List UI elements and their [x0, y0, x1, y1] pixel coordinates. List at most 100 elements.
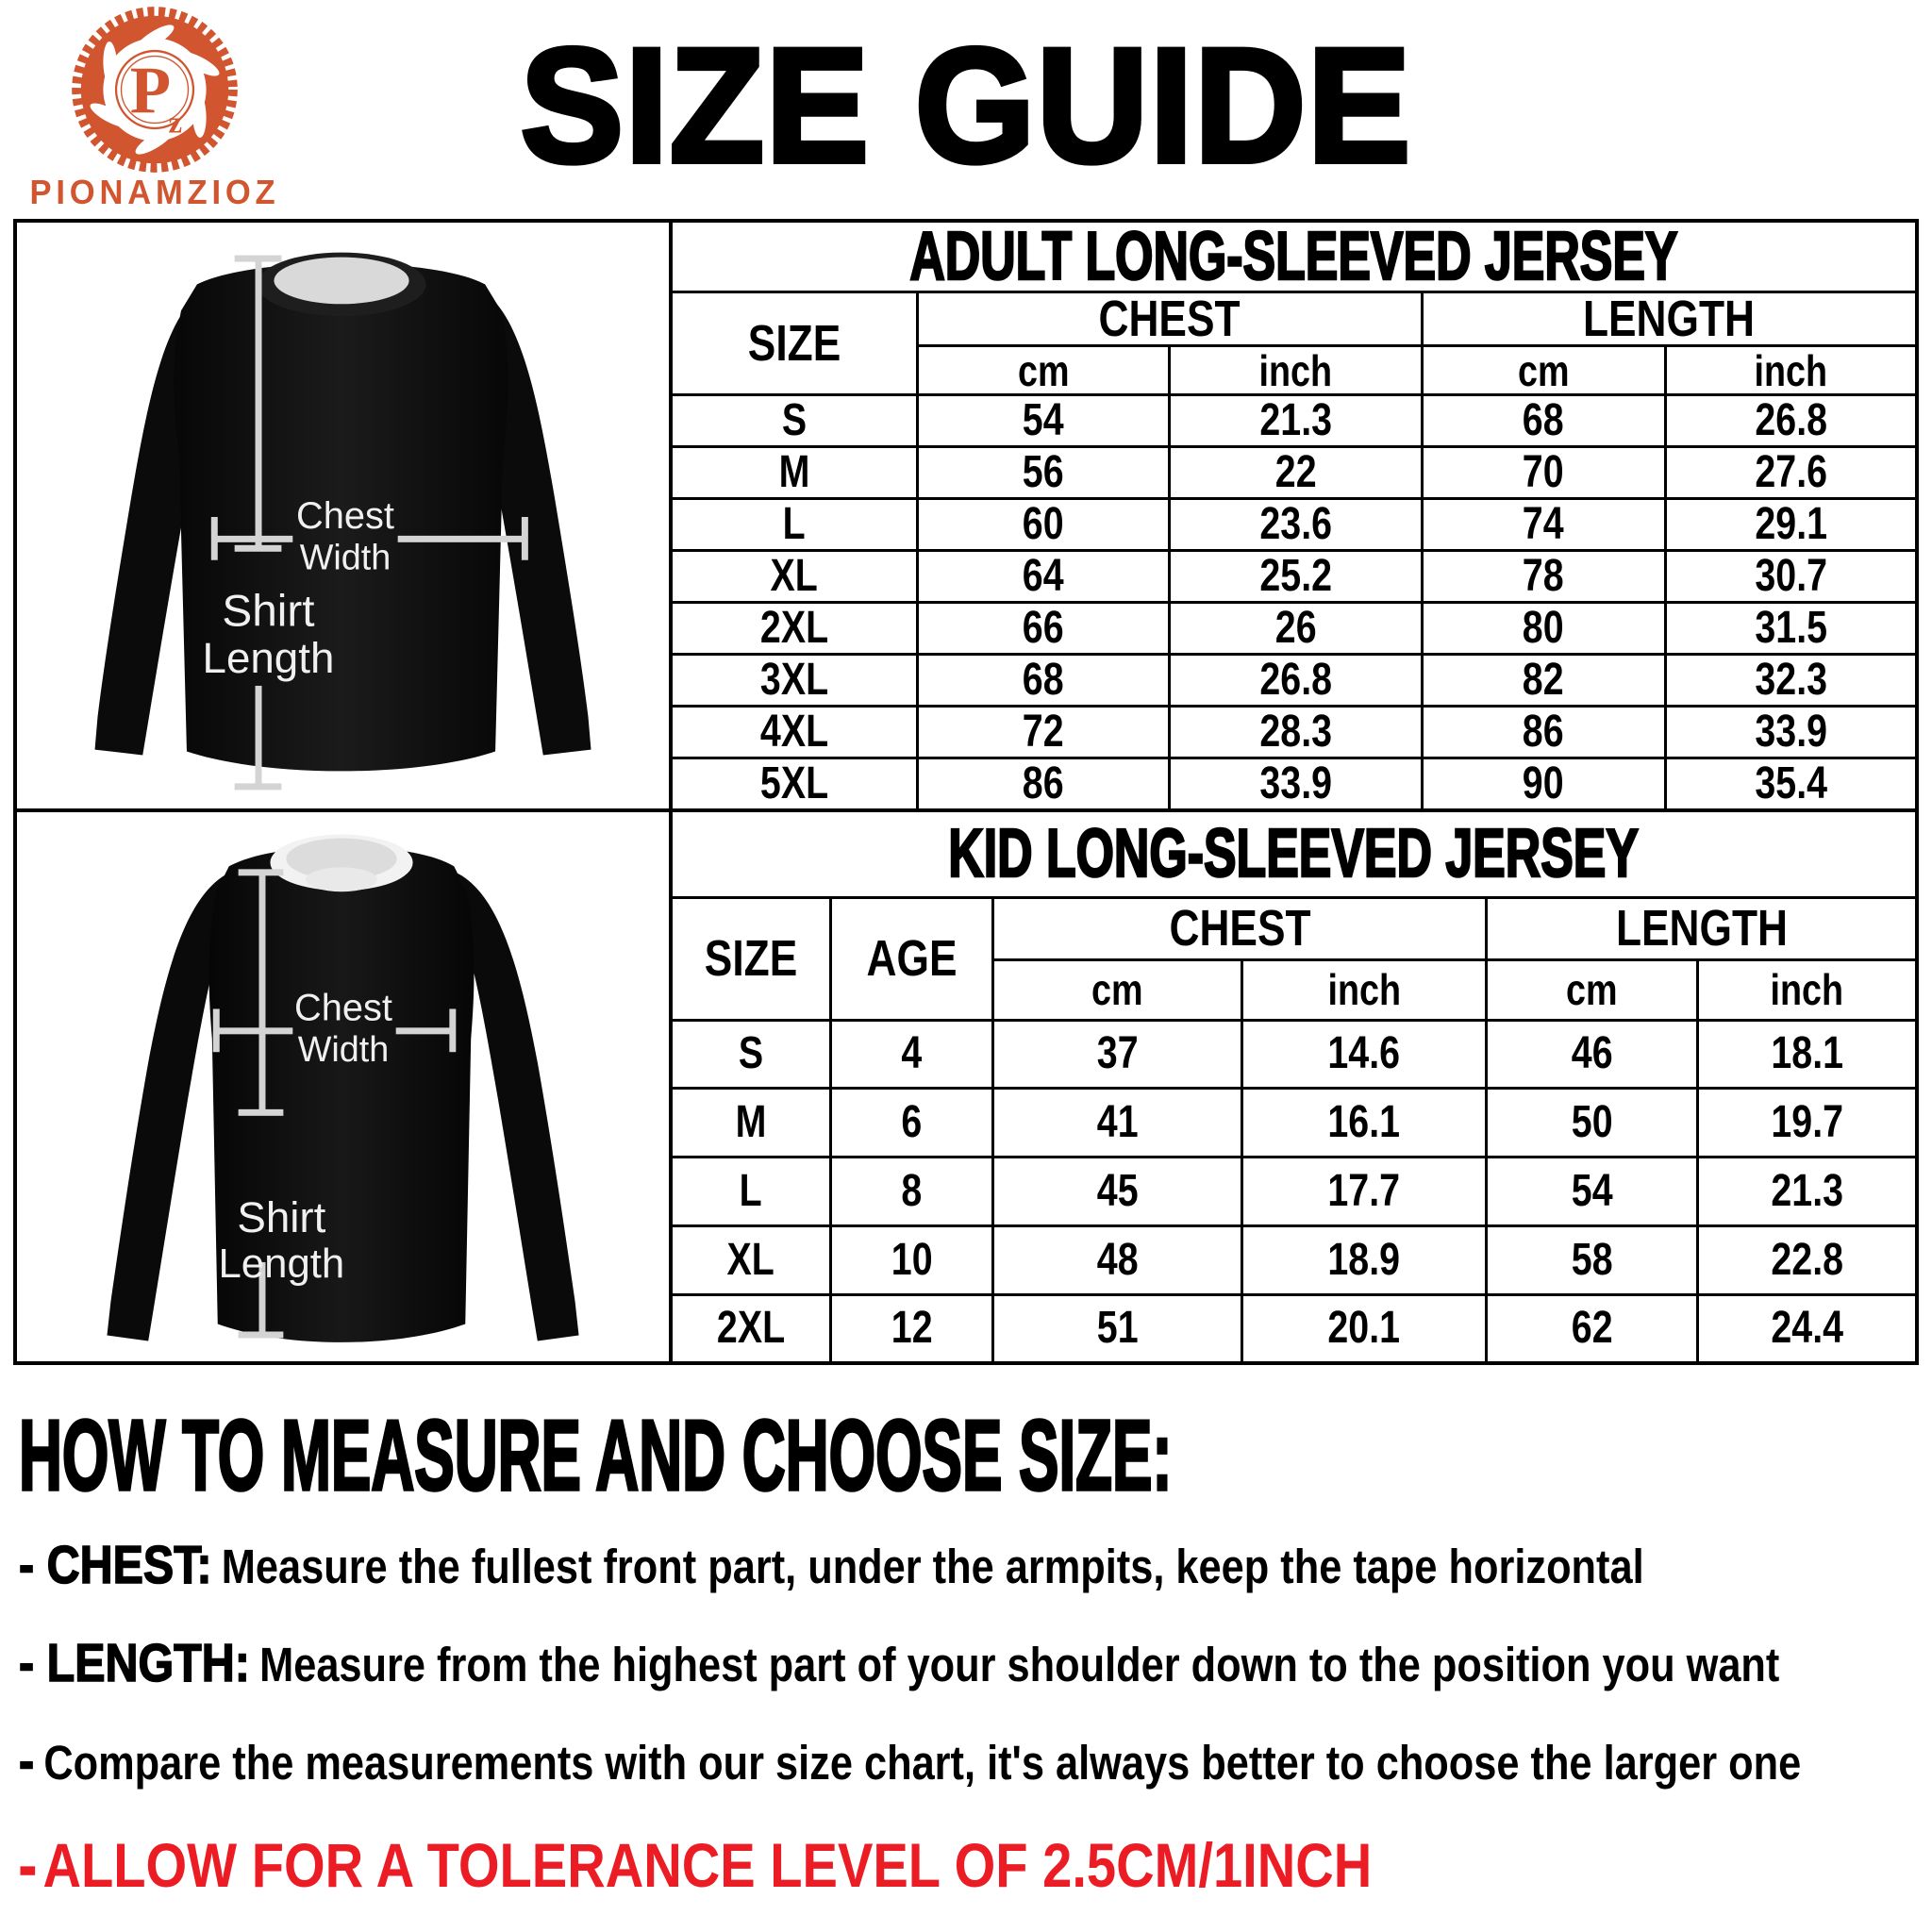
size-cell: XL — [673, 549, 919, 604]
chest-cm-cell: 51 — [991, 1292, 1243, 1361]
kid-shirt-icon: Chest Width Shirt Length — [107, 834, 579, 1342]
size-cell: S — [673, 393, 919, 448]
length-inch-cell: 35.4 — [1663, 757, 1915, 808]
kid-chest-inch-header: inch — [1240, 958, 1489, 1022]
adult-col-chest: CHEST — [915, 291, 1424, 347]
monogram-z: z — [169, 106, 183, 140]
length-inch-cell: 27.6 — [1663, 445, 1915, 500]
kid-table-title: KID LONG-SLEEVED JERSEY — [673, 812, 1915, 899]
size-cell: 3XL — [673, 653, 919, 708]
adult-shirt-icon: Chest Width Shirt Length — [94, 252, 591, 791]
chest-inch-cell: 16.1 — [1240, 1087, 1489, 1159]
chest-cm-cell: 72 — [915, 705, 1172, 759]
chest-inch-cell: 22 — [1168, 445, 1424, 500]
svg-text:Width: Width — [300, 539, 391, 578]
size-cell: M — [673, 445, 919, 500]
length-inch-cell: 22.8 — [1695, 1224, 1915, 1296]
length-cm-cell: 90 — [1420, 757, 1667, 808]
size-cell: M — [673, 1087, 832, 1159]
kid-col-age: AGE — [828, 895, 995, 1022]
chest-cm-cell: 68 — [915, 653, 1172, 708]
brand-logo: P z PIONAMZIOZ — [13, 4, 296, 209]
adult-measure-labels: Chest Width Shirt Length — [203, 495, 394, 682]
chest-cm-cell: 60 — [915, 497, 1172, 552]
length-cm-cell: 80 — [1420, 601, 1667, 656]
table-row: 5XL 86 33.9 90 35.4 — [673, 757, 1915, 808]
instruction-text: Measure the fullest front part, under th… — [221, 1540, 1644, 1594]
chest-cm-cell: 54 — [915, 393, 1172, 448]
kid-shirt-figure: Chest Width Shirt Length — [17, 812, 673, 1361]
adult-shirt-figure: Chest Width Shirt Length — [17, 223, 673, 812]
length-inch-cell: 24.4 — [1695, 1292, 1915, 1361]
table-row: M 6 41 16.1 50 19.7 — [673, 1087, 1915, 1159]
chest-cm-cell: 41 — [991, 1087, 1243, 1159]
length-cm-cell: 50 — [1485, 1087, 1699, 1159]
length-cm-cell: 68 — [1420, 393, 1667, 448]
length-cm-cell: 54 — [1485, 1156, 1699, 1227]
adult-chest-inch-header: inch — [1168, 344, 1424, 396]
adult-length-inch-header: inch — [1663, 344, 1915, 396]
kid-length-inch-header: inch — [1695, 958, 1915, 1022]
length-inch-cell: 19.7 — [1695, 1087, 1915, 1159]
chest-cm-cell: 66 — [915, 601, 1172, 656]
svg-text:Chest: Chest — [296, 495, 394, 537]
length-cm-cell: 78 — [1420, 549, 1667, 604]
length-inch-cell: 26.8 — [1663, 393, 1915, 448]
length-inch-cell: 31.5 — [1663, 601, 1915, 656]
chest-cm-cell: 45 — [991, 1156, 1243, 1227]
table-row: 4XL 72 28.3 86 33.9 — [673, 705, 1915, 759]
instruction-label: - CHEST: — [18, 1535, 212, 1596]
age-cell: 6 — [828, 1087, 995, 1159]
length-cm-cell: 82 — [1420, 653, 1667, 708]
chest-cm-cell: 37 — [991, 1018, 1243, 1091]
kid-chest-cm-header: cm — [991, 958, 1243, 1022]
table-row: 3XL 68 26.8 82 32.3 — [673, 653, 1915, 708]
kid-size-table: KID LONG-SLEEVED JERSEY SIZE AGE CHEST L… — [673, 812, 1915, 1361]
instruction-text: ALLOW FOR A TOLERANCE LEVEL OF 2.5CM/1IN… — [42, 1830, 1373, 1901]
chest-inch-cell: 17.7 — [1240, 1156, 1489, 1227]
length-inch-cell: 21.3 — [1695, 1156, 1915, 1227]
table-row: 2XL 66 26 80 31.5 — [673, 601, 1915, 656]
how-to-section: HOW TO MEASURE AND CHOOSE SIZE: - CHEST:… — [18, 1404, 1913, 1897]
instruction-chest: - CHEST: Measure the fullest front part, … — [18, 1538, 1913, 1594]
chest-cm-cell: 64 — [915, 549, 1172, 604]
table-row: L 8 45 17.7 54 21.3 — [673, 1156, 1915, 1227]
page-title: SIZE GUIDE — [0, 0, 1932, 212]
monogram-p: P — [130, 55, 171, 128]
adult-size-table: ADULT LONG-SLEEVED JERSEY SIZE CHEST LEN… — [673, 223, 1915, 812]
adult-col-size: SIZE — [673, 291, 919, 396]
chest-inch-cell: 28.3 — [1168, 705, 1424, 759]
kid-col-chest: CHEST — [991, 895, 1489, 961]
kid-col-length: LENGTH — [1485, 895, 1915, 961]
length-inch-cell: 33.9 — [1663, 705, 1915, 759]
age-cell: 10 — [828, 1224, 995, 1296]
size-cell: 4XL — [673, 705, 919, 759]
page-title-text: SIZE GUIDE — [518, 12, 1413, 199]
length-cm-cell: 62 — [1485, 1292, 1699, 1361]
svg-text:Shirt: Shirt — [237, 1193, 325, 1241]
instruction-label: - — [18, 1731, 35, 1792]
size-cell: 5XL — [673, 757, 919, 808]
chest-cm-cell: 48 — [991, 1224, 1243, 1296]
kid-shirt-silhouette — [107, 834, 579, 1342]
adult-chest-cm-header: cm — [915, 344, 1172, 396]
table-row: XL 10 48 18.9 58 22.8 — [673, 1224, 1915, 1296]
tolerance-note: - ALLOW FOR A TOLERANCE LEVEL OF 2.5CM/1I… — [18, 1833, 1913, 1897]
chest-cm-cell: 56 — [915, 445, 1172, 500]
chest-inch-cell: 20.1 — [1240, 1292, 1489, 1361]
size-cell: 2XL — [673, 601, 919, 656]
chest-inch-cell: 25.2 — [1168, 549, 1424, 604]
age-cell: 4 — [828, 1018, 995, 1091]
chest-inch-cell: 33.9 — [1168, 757, 1424, 808]
table-row: L 60 23.6 74 29.1 — [673, 497, 1915, 552]
svg-text:Chest: Chest — [294, 987, 392, 1028]
size-cell: S — [673, 1018, 832, 1091]
age-cell: 12 — [828, 1292, 995, 1361]
table-row: M 56 22 70 27.6 — [673, 445, 1915, 500]
length-inch-cell: 18.1 — [1695, 1018, 1915, 1091]
length-cm-cell: 70 — [1420, 445, 1667, 500]
brand-name: PIONAMZIOZ — [29, 173, 280, 211]
kid-measure-lines — [212, 869, 457, 1339]
size-cell: 2XL — [673, 1292, 832, 1361]
size-cell: L — [673, 1156, 832, 1227]
